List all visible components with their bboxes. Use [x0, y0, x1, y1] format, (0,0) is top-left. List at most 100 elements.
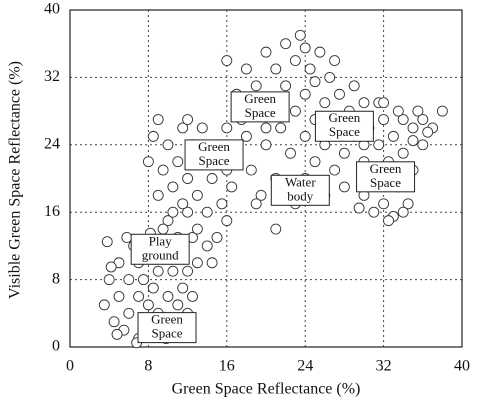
annotation-box — [314, 110, 374, 142]
annotation-text: Green — [329, 110, 361, 125]
y-axis-label: Visible Green Space Reflectance (%) — [7, 61, 24, 299]
point — [240, 63, 252, 75]
point — [105, 261, 117, 273]
point — [101, 236, 113, 248]
annotation-box — [137, 312, 197, 344]
x-tick-label: 8 — [144, 358, 152, 375]
point — [289, 105, 301, 117]
y-tick-label: 24 — [44, 135, 60, 152]
point — [152, 114, 164, 125]
point — [417, 139, 429, 151]
point — [111, 328, 123, 340]
point — [206, 173, 218, 184]
point — [191, 257, 203, 269]
annotation-text: Space — [245, 105, 276, 120]
point — [338, 147, 350, 159]
point — [191, 189, 203, 201]
annotation-text: Green — [151, 312, 183, 327]
point — [221, 55, 233, 66]
point — [250, 198, 262, 210]
point — [378, 198, 390, 210]
annotation-box — [270, 174, 330, 206]
point — [417, 114, 429, 125]
point — [152, 265, 164, 277]
annotation-text: ground — [142, 247, 179, 262]
point — [422, 126, 434, 138]
point — [201, 206, 213, 218]
point — [373, 139, 385, 151]
annotation-box — [356, 161, 416, 193]
y-tick-label: 40 — [44, 1, 60, 18]
point — [299, 42, 311, 54]
point — [407, 135, 419, 147]
point — [299, 130, 311, 142]
point — [113, 291, 125, 302]
annotation-text: Green — [244, 91, 276, 106]
point — [167, 265, 179, 277]
point — [216, 198, 228, 210]
point — [167, 181, 179, 193]
point — [280, 80, 292, 92]
point — [147, 130, 159, 142]
x-tick-label: 24 — [297, 358, 313, 375]
point — [152, 189, 164, 201]
point — [314, 46, 326, 58]
point — [309, 76, 321, 88]
point — [397, 147, 409, 159]
point — [358, 97, 370, 109]
point — [299, 88, 311, 100]
point — [177, 198, 189, 210]
y-tick-label: 8 — [52, 270, 60, 287]
annotation-box — [130, 233, 190, 265]
point — [162, 215, 174, 227]
annotation-text: Green — [370, 161, 402, 176]
point — [280, 38, 292, 50]
plot-frame — [69, 9, 463, 348]
point — [412, 105, 424, 117]
point — [270, 223, 282, 235]
point — [162, 291, 174, 302]
annotation-text: Space — [329, 124, 360, 139]
point — [383, 215, 394, 227]
x-tick-label: 40 — [454, 358, 470, 375]
point — [309, 156, 321, 168]
point — [187, 291, 198, 302]
point — [121, 232, 133, 243]
point — [157, 164, 169, 176]
point — [334, 88, 345, 100]
point — [138, 274, 149, 286]
point — [182, 265, 194, 277]
point — [201, 240, 213, 252]
point — [397, 206, 409, 218]
point — [387, 130, 399, 142]
point — [177, 282, 189, 294]
point — [378, 97, 390, 109]
point — [196, 122, 208, 134]
point — [191, 223, 203, 235]
point — [319, 97, 331, 109]
point — [103, 274, 115, 286]
point — [123, 307, 135, 319]
point — [329, 55, 341, 66]
point — [221, 122, 233, 134]
y-tick-label: 16 — [44, 203, 60, 220]
point — [353, 202, 365, 214]
point — [329, 164, 341, 176]
point — [285, 147, 296, 159]
annotation-text: Space — [199, 153, 230, 168]
point — [260, 46, 272, 58]
x-axis-label: Green Space Reflectance (%) — [172, 381, 361, 398]
point — [172, 299, 184, 311]
point — [436, 105, 448, 117]
y-tick-label: 32 — [44, 68, 60, 85]
point — [133, 291, 145, 302]
point — [304, 63, 316, 75]
point — [182, 206, 194, 218]
point — [245, 164, 257, 176]
annotation-text: Green — [198, 139, 230, 154]
